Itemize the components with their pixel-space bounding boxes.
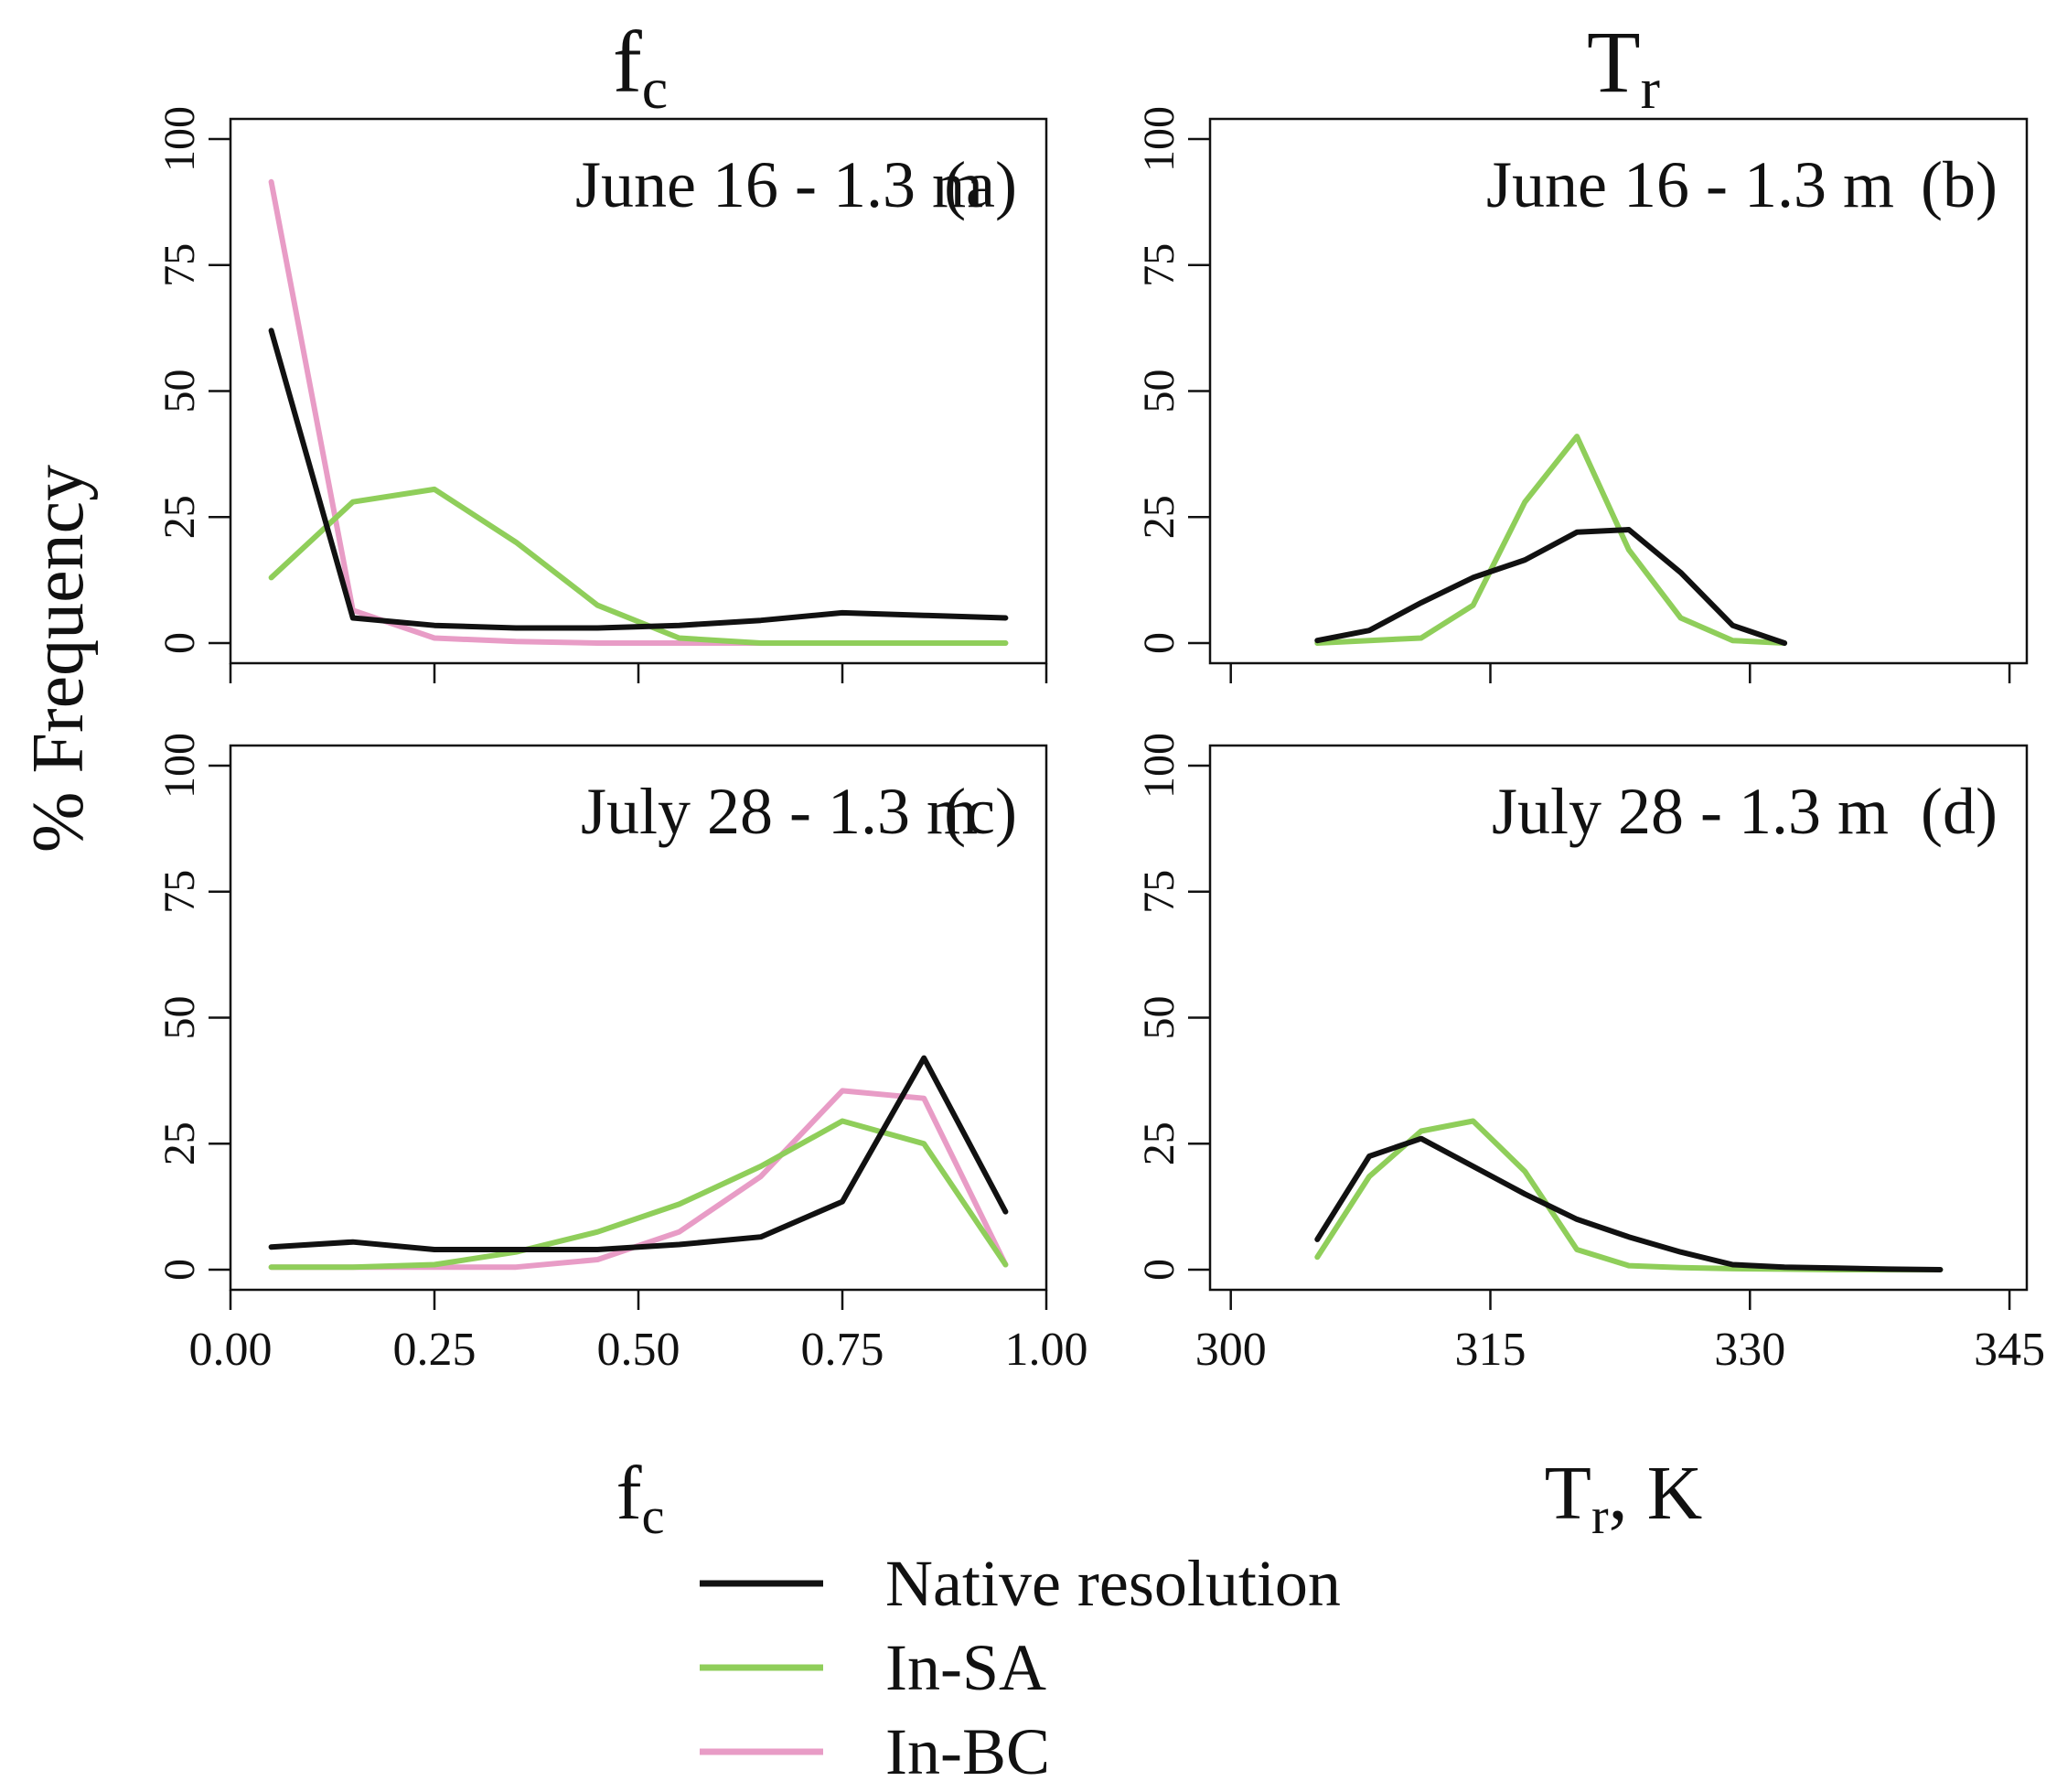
panel-c: 0 25 50 75 100 0.00 0.25 0.50 0.75 1.00 July 28 - … bbox=[155, 733, 1088, 1376]
series-line-c-native-resolution bbox=[268, 1055, 1009, 1252]
panel-d: 0 25 50 75 100 300 315 330 345 July 28 - 1.3 m (d) bbox=[1135, 733, 2045, 1376]
x-axis-label-tr-sub: r bbox=[1591, 1488, 1609, 1545]
x-axis-label-fc-sub: c bbox=[642, 1488, 665, 1545]
y-tick-label-d-3: 75 bbox=[1135, 870, 1184, 914]
panel-title-d: July 28 - 1.3 m bbox=[1492, 775, 1889, 848]
x-tick-label-c-4: 1.00 bbox=[1005, 1324, 1088, 1376]
y-tick-label-a-3: 75 bbox=[155, 243, 204, 287]
x-tick-label-d-0: 300 bbox=[1195, 1324, 1267, 1376]
x-tick-label-c-1: 0.25 bbox=[393, 1324, 477, 1376]
series-line-a-native-resolution bbox=[268, 327, 1009, 631]
y-axis-label: % Frequency bbox=[18, 465, 99, 853]
x-tick-label-c-3: 0.75 bbox=[801, 1324, 884, 1376]
y-tick-label-c-4: 100 bbox=[155, 733, 204, 799]
y-tick-label-c-1: 25 bbox=[155, 1121, 204, 1165]
y-tick-label-b-0: 0 bbox=[1135, 632, 1184, 654]
panel-title-c: July 28 - 1.3 m bbox=[581, 775, 978, 848]
panel-letter-c: (c) bbox=[944, 775, 1017, 848]
x-tick-label-d-2: 330 bbox=[1714, 1324, 1785, 1376]
y-tick-label-b-4: 100 bbox=[1135, 106, 1184, 172]
y-tick-label-b-2: 50 bbox=[1135, 370, 1184, 413]
y-tick-label-a-0: 0 bbox=[155, 632, 204, 654]
series-line-a-in-bc bbox=[268, 178, 1009, 646]
y-tick-label-d-0: 0 bbox=[1135, 1259, 1184, 1281]
y-tick-label-c-2: 50 bbox=[155, 996, 204, 1040]
x-tick-label-c-0: 0.00 bbox=[189, 1324, 273, 1376]
legend-label-in-bc: In-BC bbox=[885, 1715, 1050, 1788]
series-line-d-native-resolution bbox=[1314, 1135, 1944, 1272]
y-tick-label-a-2: 50 bbox=[155, 370, 204, 413]
x-axis-label-tr: Tr, K bbox=[1545, 1451, 1703, 1545]
series-line-c-in-bc bbox=[268, 1088, 1009, 1271]
legend-label-native: Native resolution bbox=[885, 1547, 1341, 1620]
y-tick-label-c-3: 75 bbox=[155, 870, 204, 914]
x-axis-label-fc-main: f bbox=[616, 1451, 642, 1536]
column-title-tr-main: T bbox=[1587, 13, 1641, 111]
panel-letter-a: (a) bbox=[944, 148, 1017, 221]
y-tick-label-d-1: 25 bbox=[1135, 1121, 1184, 1165]
x-tick-label-c-2: 0.50 bbox=[597, 1324, 680, 1376]
column-title-fc: fc bbox=[613, 13, 668, 121]
panel-title-a: June 16 - 1.3 m bbox=[575, 148, 983, 221]
y-tick-label-a-1: 25 bbox=[155, 495, 204, 539]
series-line-b-native-resolution bbox=[1314, 527, 1788, 646]
x-tick-label-d-1: 315 bbox=[1454, 1324, 1526, 1376]
x-tick-label-d-3: 345 bbox=[1974, 1324, 2045, 1376]
panel-title-b: June 16 - 1.3 m bbox=[1486, 148, 1894, 221]
legend: Native resolution In-SA In-BC bbox=[700, 1547, 1341, 1788]
y-tick-label-b-1: 25 bbox=[1135, 495, 1184, 539]
column-title-fc-sub: c bbox=[642, 56, 668, 121]
legend-label-in-sa: In-SA bbox=[885, 1631, 1046, 1704]
panel-a: 0 25 50 75 100 June 16 - 1.3 m(a) bbox=[155, 106, 1048, 683]
y-tick-label-d-2: 50 bbox=[1135, 996, 1184, 1040]
y-tick-label-b-3: 75 bbox=[1135, 243, 1184, 287]
column-title-tr: Tr bbox=[1587, 13, 1660, 121]
y-tick-label-c-0: 0 bbox=[155, 1259, 204, 1281]
series-line-b-in-sa bbox=[1314, 434, 1788, 646]
panel-letter-b: (b) bbox=[1921, 148, 1998, 221]
column-title-fc-main: f bbox=[613, 13, 642, 111]
y-tick-label-a-4: 100 bbox=[155, 106, 204, 172]
x-axis-label-tr-main: T bbox=[1545, 1451, 1591, 1536]
x-axis-label-fc: fc bbox=[616, 1451, 665, 1545]
column-title-tr-sub: r bbox=[1641, 56, 1660, 121]
y-tick-label-d-4: 100 bbox=[1135, 733, 1184, 799]
series-line-a-in-sa bbox=[268, 486, 1009, 646]
panel-letter-d: (d) bbox=[1921, 775, 1998, 848]
panel-b: 0 25 50 75 100 June 16 - 1.3 m (b) bbox=[1135, 106, 2029, 683]
x-axis-label-tr-suffix: , K bbox=[1609, 1451, 1703, 1536]
